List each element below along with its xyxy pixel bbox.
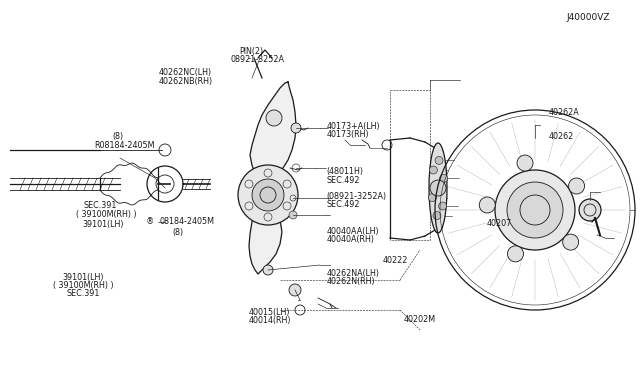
Text: R08184-2405M: R08184-2405M: [95, 141, 156, 150]
Circle shape: [440, 174, 447, 182]
Text: 40015(LH): 40015(LH): [248, 308, 290, 317]
Circle shape: [291, 123, 301, 133]
Text: 40040AA(LH): 40040AA(LH): [326, 227, 379, 236]
Circle shape: [508, 246, 524, 262]
Circle shape: [517, 155, 533, 171]
Text: 40040A(RH): 40040A(RH): [326, 235, 374, 244]
Text: ®: ®: [146, 218, 154, 227]
Circle shape: [433, 212, 441, 219]
Circle shape: [563, 234, 579, 250]
Circle shape: [430, 180, 446, 196]
Text: PIN(2): PIN(2): [239, 47, 264, 56]
Circle shape: [479, 197, 495, 213]
Circle shape: [568, 178, 584, 194]
Circle shape: [289, 284, 301, 296]
Ellipse shape: [429, 143, 447, 233]
Text: SEC.391: SEC.391: [67, 289, 100, 298]
Circle shape: [289, 211, 297, 219]
Text: 40173(RH): 40173(RH): [326, 130, 369, 139]
Text: 40222: 40222: [383, 256, 408, 265]
Text: 40262NC(LH): 40262NC(LH): [159, 68, 212, 77]
Text: (08921-3252A): (08921-3252A): [326, 192, 387, 201]
Circle shape: [495, 170, 575, 250]
Polygon shape: [249, 82, 296, 274]
Circle shape: [579, 199, 601, 221]
Circle shape: [266, 110, 282, 126]
Text: (8): (8): [112, 132, 123, 141]
Circle shape: [238, 165, 298, 225]
Text: ( 39100M(RH) ): ( 39100M(RH) ): [53, 281, 113, 290]
Text: SEC.492: SEC.492: [326, 176, 360, 185]
Text: 40173+A(LH): 40173+A(LH): [326, 122, 380, 131]
Text: 40014(RH): 40014(RH): [248, 316, 291, 325]
Text: 40207: 40207: [486, 219, 511, 228]
Text: 40262: 40262: [549, 132, 574, 141]
Text: (8): (8): [172, 228, 183, 237]
Text: 40262N(RH): 40262N(RH): [326, 278, 375, 286]
Circle shape: [507, 182, 563, 238]
Circle shape: [429, 166, 437, 174]
Text: 39101(LH): 39101(LH): [82, 221, 124, 230]
Circle shape: [435, 156, 443, 164]
Text: 40202M: 40202M: [403, 315, 435, 324]
Text: 40262A: 40262A: [549, 108, 580, 117]
Circle shape: [428, 193, 436, 202]
Circle shape: [438, 202, 447, 210]
Text: J40000VZ: J40000VZ: [566, 13, 610, 22]
Text: 08921-3252A: 08921-3252A: [230, 55, 284, 64]
Circle shape: [263, 265, 273, 275]
Text: 40262NA(LH): 40262NA(LH): [326, 269, 380, 278]
Circle shape: [252, 179, 284, 211]
Text: SEC.492: SEC.492: [326, 200, 360, 209]
Text: 39101(LH): 39101(LH): [63, 273, 104, 282]
Text: ( 39100M(RH) ): ( 39100M(RH) ): [76, 211, 136, 219]
Text: (48011H): (48011H): [326, 167, 364, 176]
Text: 40262NB(RH): 40262NB(RH): [159, 77, 213, 86]
Text: SEC.391: SEC.391: [83, 201, 116, 209]
Text: 08184-2405M: 08184-2405M: [159, 218, 214, 227]
